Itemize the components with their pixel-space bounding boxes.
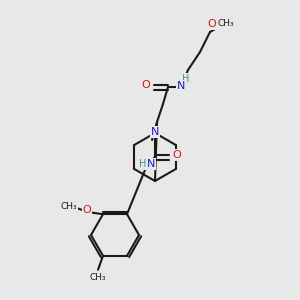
Text: N: N [177,81,185,91]
Text: O: O [208,19,216,29]
Text: CH₃: CH₃ [61,202,77,211]
Text: CH₃: CH₃ [90,273,106,282]
Text: H: H [182,74,190,84]
Text: O: O [172,150,182,160]
Text: CH₃: CH₃ [218,20,234,28]
Text: O: O [142,80,150,90]
Text: N: N [151,127,159,137]
Text: H: H [139,159,147,169]
Text: N: N [147,159,155,169]
Text: O: O [82,205,91,215]
